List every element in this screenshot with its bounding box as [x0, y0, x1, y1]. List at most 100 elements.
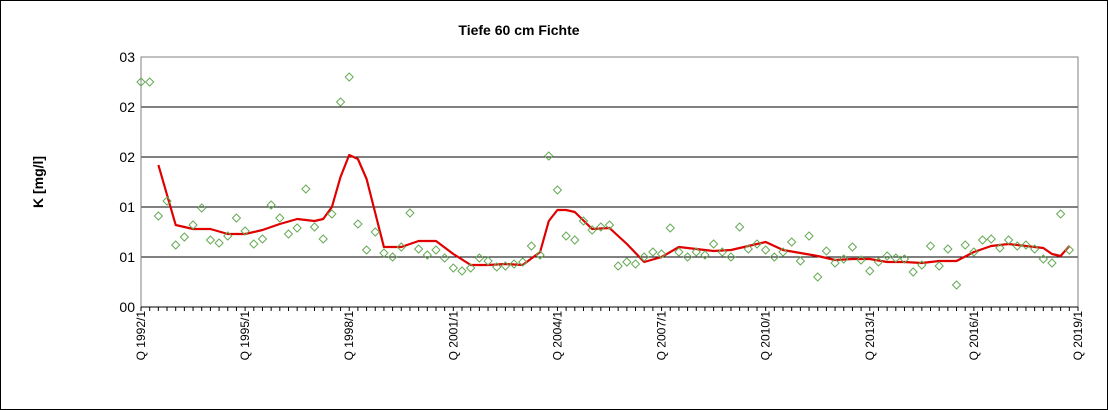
data-point [535, 250, 545, 260]
data-point [396, 242, 406, 252]
data-point [1055, 209, 1066, 219]
y-tick-label: 00 [119, 299, 135, 315]
data-point [769, 252, 780, 262]
data-point [448, 263, 459, 273]
x-tick-label: Q 1995/1 [238, 311, 252, 361]
x-tick-label: Q 2007/1 [655, 311, 669, 361]
data-point [223, 231, 233, 241]
data-point [170, 240, 181, 250]
data-point [960, 240, 970, 250]
data-point [743, 244, 754, 254]
data-point [422, 250, 433, 260]
series-line [157, 153, 1071, 267]
data-point [327, 209, 337, 219]
data-point [483, 256, 493, 266]
data-point [734, 222, 745, 232]
x-tick-label: Q 2019/1 [1071, 311, 1085, 361]
data-point [856, 255, 866, 265]
data-point [865, 266, 875, 276]
data-point [760, 245, 771, 255]
data-point [665, 223, 675, 233]
data-point [726, 252, 736, 262]
data-point [283, 229, 294, 239]
data-point [474, 253, 485, 263]
data-point [500, 261, 511, 271]
data-point [951, 280, 962, 290]
data-point [214, 238, 224, 248]
data-point [847, 242, 858, 252]
data-point [986, 234, 996, 244]
data-point [752, 239, 762, 249]
data-point [1021, 240, 1031, 250]
data-point [821, 246, 832, 256]
data-point [387, 252, 398, 262]
data-point [144, 77, 155, 87]
x-tick-label: Q 2001/1 [446, 311, 460, 361]
data-point [231, 213, 242, 223]
data-point [813, 272, 823, 282]
data-point [674, 247, 684, 257]
data-point [509, 259, 519, 269]
data-point [275, 213, 285, 223]
data-point [587, 225, 597, 235]
data-point [778, 247, 788, 257]
data-point [526, 241, 537, 251]
data-point [596, 222, 606, 232]
data-point [1064, 245, 1075, 255]
data-point [917, 260, 927, 270]
data-point [613, 261, 623, 271]
data-point [301, 184, 311, 194]
data-point [1047, 258, 1057, 268]
x-tick-label: Q 2013/1 [863, 311, 877, 361]
x-tick-label: Q 1998/1 [342, 311, 356, 361]
data-point [240, 226, 250, 236]
data-point [179, 232, 190, 242]
data-point [830, 258, 840, 268]
data-point [292, 223, 302, 233]
data-point [335, 97, 346, 107]
data-point [908, 267, 918, 277]
data-point [266, 200, 276, 210]
data-point [639, 252, 649, 262]
data-point [943, 244, 953, 254]
data-point [691, 247, 701, 257]
data-point [413, 244, 424, 254]
data-point [561, 231, 571, 241]
data-point [882, 251, 892, 261]
data-point [656, 249, 667, 259]
data-point [1038, 254, 1049, 264]
data-point [839, 254, 849, 264]
data-point [257, 234, 268, 244]
data-point [162, 196, 172, 206]
data-point [353, 219, 363, 229]
y-tick-label: 03 [119, 49, 135, 65]
chart-title: Tiefe 60 cm Fichte [458, 22, 579, 38]
data-point [544, 151, 554, 161]
data-point [136, 77, 146, 87]
data-point [682, 252, 693, 262]
data-point [977, 235, 988, 245]
y-tick-label: 02 [119, 99, 135, 115]
data-point [197, 203, 207, 213]
data-point [891, 253, 901, 263]
data-point [492, 262, 502, 272]
y-tick-label: 02 [119, 149, 135, 165]
data-point [518, 257, 528, 267]
data-point [1003, 235, 1014, 245]
data-point [578, 216, 589, 226]
data-point [309, 222, 320, 232]
data-point [431, 245, 441, 255]
data-point [153, 211, 164, 221]
data-point [1012, 241, 1022, 251]
plot-area: 00 01 01 02 02 03 Q 1992/1 Q 1995/1 Q 1998/1 Q 20… [119, 49, 1085, 360]
data-point [804, 231, 814, 241]
data-point [604, 220, 615, 230]
x-tick-label: Q 2004/1 [550, 311, 564, 361]
data-point [873, 257, 884, 267]
data-point [700, 250, 710, 260]
data-point [925, 241, 936, 251]
data-point [934, 261, 944, 271]
data-point [1029, 244, 1040, 254]
